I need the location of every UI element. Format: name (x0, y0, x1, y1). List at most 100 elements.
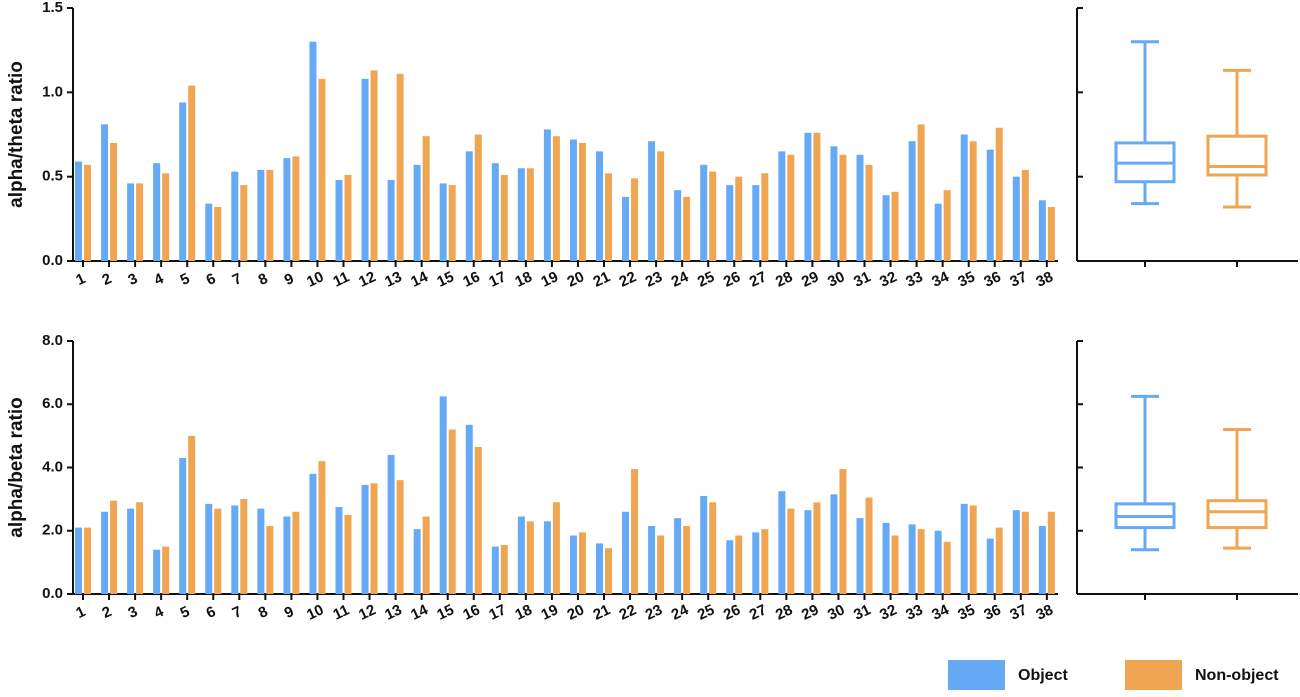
bar (960, 134, 968, 261)
bar (839, 469, 847, 594)
bar (1012, 176, 1020, 261)
x-tick-label: 31 (851, 268, 873, 290)
bar (778, 151, 786, 261)
x-tick-label: 1 (73, 270, 88, 289)
bar (292, 156, 300, 261)
bar (787, 508, 795, 594)
bar (205, 203, 213, 261)
x-tick-label: 23 (643, 601, 665, 623)
x-tick-label: 18 (512, 268, 534, 290)
y-tick-label: 1.5 (42, 0, 63, 16)
x-tick-label: 36 (981, 268, 1003, 290)
bar (162, 173, 170, 261)
bar (943, 541, 951, 594)
x-tick-label: 2 (99, 603, 114, 622)
bar (882, 195, 890, 261)
bar (344, 174, 352, 261)
bar (882, 522, 890, 594)
bar (995, 527, 1003, 594)
x-tick-label: 21 (591, 268, 613, 290)
x-tick-label: 33 (903, 601, 925, 623)
bar (205, 503, 213, 594)
bar (266, 526, 274, 594)
bar (136, 183, 144, 261)
x-tick-label: 30 (825, 268, 847, 290)
bar (283, 516, 291, 594)
x-tick-label: 11 (330, 268, 352, 290)
bar (387, 454, 395, 594)
x-tick-label: 31 (851, 601, 873, 623)
bar (517, 516, 525, 594)
bar (735, 176, 743, 261)
x-tick-label: 34 (929, 601, 952, 624)
x-tick-label: 17 (486, 601, 508, 623)
bar (188, 435, 196, 594)
bar (969, 505, 977, 594)
bar (605, 548, 612, 594)
bar (370, 70, 378, 261)
bar (865, 164, 873, 261)
bar (657, 151, 665, 261)
bar (969, 141, 977, 261)
bar (75, 161, 82, 261)
bar (361, 484, 369, 594)
x-tick-label: 35 (955, 601, 977, 623)
bar (257, 169, 265, 261)
x-tick-label: 8 (256, 603, 271, 622)
bar (231, 505, 239, 594)
x-tick-label: 13 (382, 601, 404, 623)
bar (934, 203, 942, 261)
bar (422, 516, 430, 594)
bar (752, 185, 760, 261)
bar (101, 124, 109, 261)
bar (934, 530, 942, 594)
x-tick-label: 15 (434, 601, 456, 623)
box (1206, 499, 1268, 530)
x-tick-label: 37 (1007, 601, 1029, 623)
bar (318, 78, 326, 261)
x-tick-label: 9 (282, 603, 297, 622)
x-tick-label: 20 (565, 268, 587, 290)
bar (596, 151, 603, 261)
x-tick-label: 6 (204, 603, 219, 622)
x-tick-label: 9 (282, 270, 297, 289)
bar (500, 174, 508, 261)
y-tick-label: 0.5 (42, 168, 63, 185)
bar (674, 190, 682, 261)
x-tick-label: 7 (230, 603, 245, 622)
bar (657, 535, 665, 594)
x-tick-label: 28 (773, 268, 795, 290)
bar (474, 446, 482, 594)
legend-swatch (1125, 660, 1182, 690)
bar (700, 495, 708, 594)
x-tick-label: 30 (825, 601, 847, 623)
x-tick-label: 7 (230, 270, 245, 289)
x-tick-label: 25 (695, 601, 717, 623)
y-tick-label: 2.0 (42, 522, 63, 539)
bar (943, 190, 951, 261)
bar (631, 469, 639, 594)
legend-label: Object (1018, 667, 1068, 684)
x-tick-label: 25 (695, 268, 717, 290)
bar (986, 538, 994, 594)
y-tick-label: 1.0 (42, 83, 63, 100)
x-tick-label: 3 (126, 270, 141, 289)
bar (1012, 510, 1020, 594)
bar (605, 173, 612, 261)
x-tick-label: 1 (73, 603, 88, 622)
bar (917, 529, 925, 594)
bar (761, 529, 769, 594)
bar (162, 546, 170, 594)
x-tick-label: 26 (721, 268, 743, 290)
x-tick-label: 11 (330, 601, 352, 623)
bar (683, 196, 691, 261)
bar (908, 524, 916, 594)
bar (735, 535, 743, 594)
x-tick-label: 10 (304, 601, 326, 623)
bar (683, 526, 691, 594)
x-tick-label: 38 (1033, 268, 1055, 290)
bar (543, 129, 551, 261)
bar (188, 85, 196, 261)
bar (231, 171, 239, 261)
x-tick-label: 12 (356, 601, 378, 623)
